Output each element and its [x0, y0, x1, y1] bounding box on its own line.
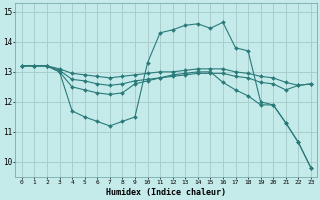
X-axis label: Humidex (Indice chaleur): Humidex (Indice chaleur) — [106, 188, 226, 197]
